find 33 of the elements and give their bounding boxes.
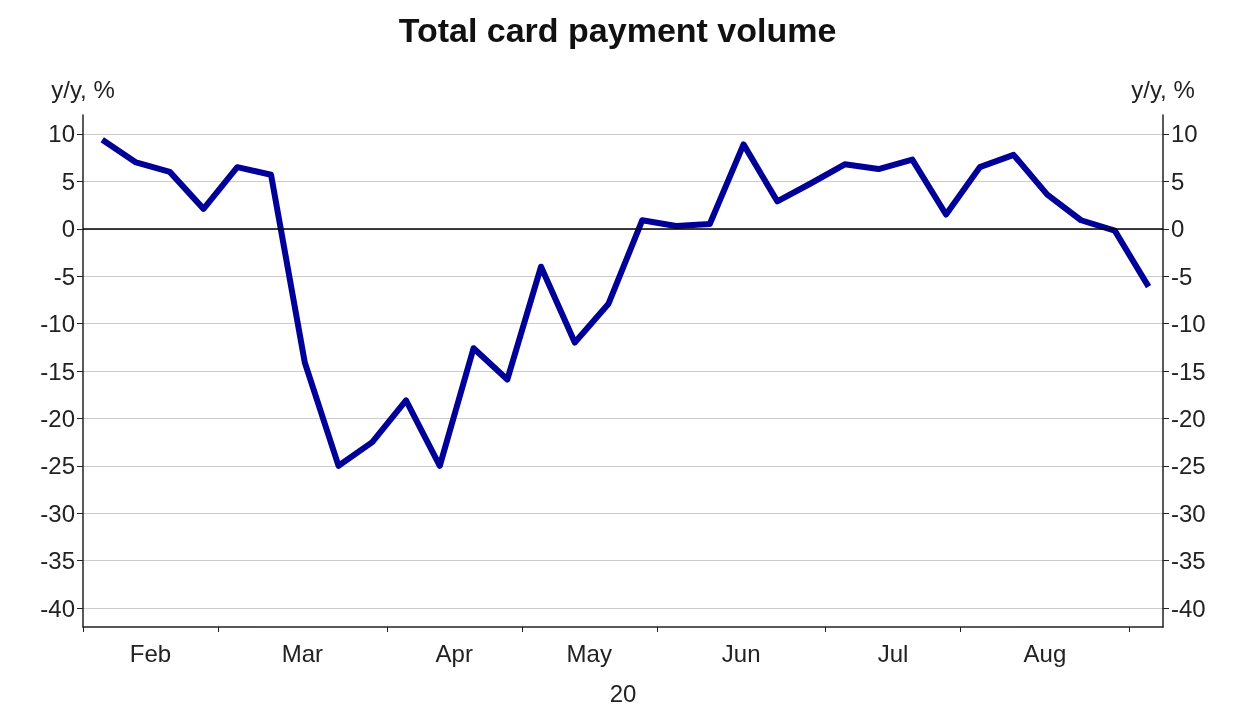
y-tick-label: 0 [61, 215, 75, 243]
y2-tick-label: -10 [1171, 310, 1206, 338]
y-axis-title: y/y, % [51, 75, 115, 103]
y-tick-label: -20 [40, 404, 75, 432]
y2-tick-label: 5 [1171, 167, 1185, 195]
y-tick-label: 10 [48, 120, 75, 148]
y2-tick-label: -5 [1171, 262, 1193, 290]
y-tick-label: -10 [40, 310, 75, 338]
y2-tick-label: -30 [1171, 499, 1206, 527]
y-tick-label: -5 [53, 262, 75, 290]
x-tick-label: Mar [281, 639, 324, 667]
y2-tick-label: -20 [1171, 404, 1206, 432]
x-tick-label: Jul [877, 639, 909, 667]
y2-tick-label: 0 [1171, 215, 1185, 243]
y-tick-label: 5 [61, 167, 75, 195]
x-axis-title: 20 [609, 679, 637, 707]
x-tick-label: May [566, 639, 612, 667]
y-tick-label: -15 [40, 357, 75, 385]
y2-tick-label: -35 [1171, 547, 1206, 575]
x-tick-label: Jun [721, 639, 761, 667]
y-tick-label: -30 [40, 499, 75, 527]
y2-axis-title: y/y, % [1131, 75, 1195, 103]
x-tick-label: Aug [1023, 639, 1067, 667]
y2-tick-label: -15 [1171, 357, 1206, 385]
y2-tick-label: -40 [1171, 594, 1206, 622]
y2-tick-label: 10 [1171, 120, 1198, 148]
x-tick-label: Feb [129, 639, 172, 667]
y-tick-label: -25 [40, 452, 75, 480]
chart-title: Total card payment volume [398, 11, 837, 49]
y-tick-label: -35 [40, 547, 75, 575]
y2-tick-label: -25 [1171, 452, 1206, 480]
x-tick-label: Apr [435, 639, 473, 667]
y-tick-label: -40 [40, 594, 75, 622]
